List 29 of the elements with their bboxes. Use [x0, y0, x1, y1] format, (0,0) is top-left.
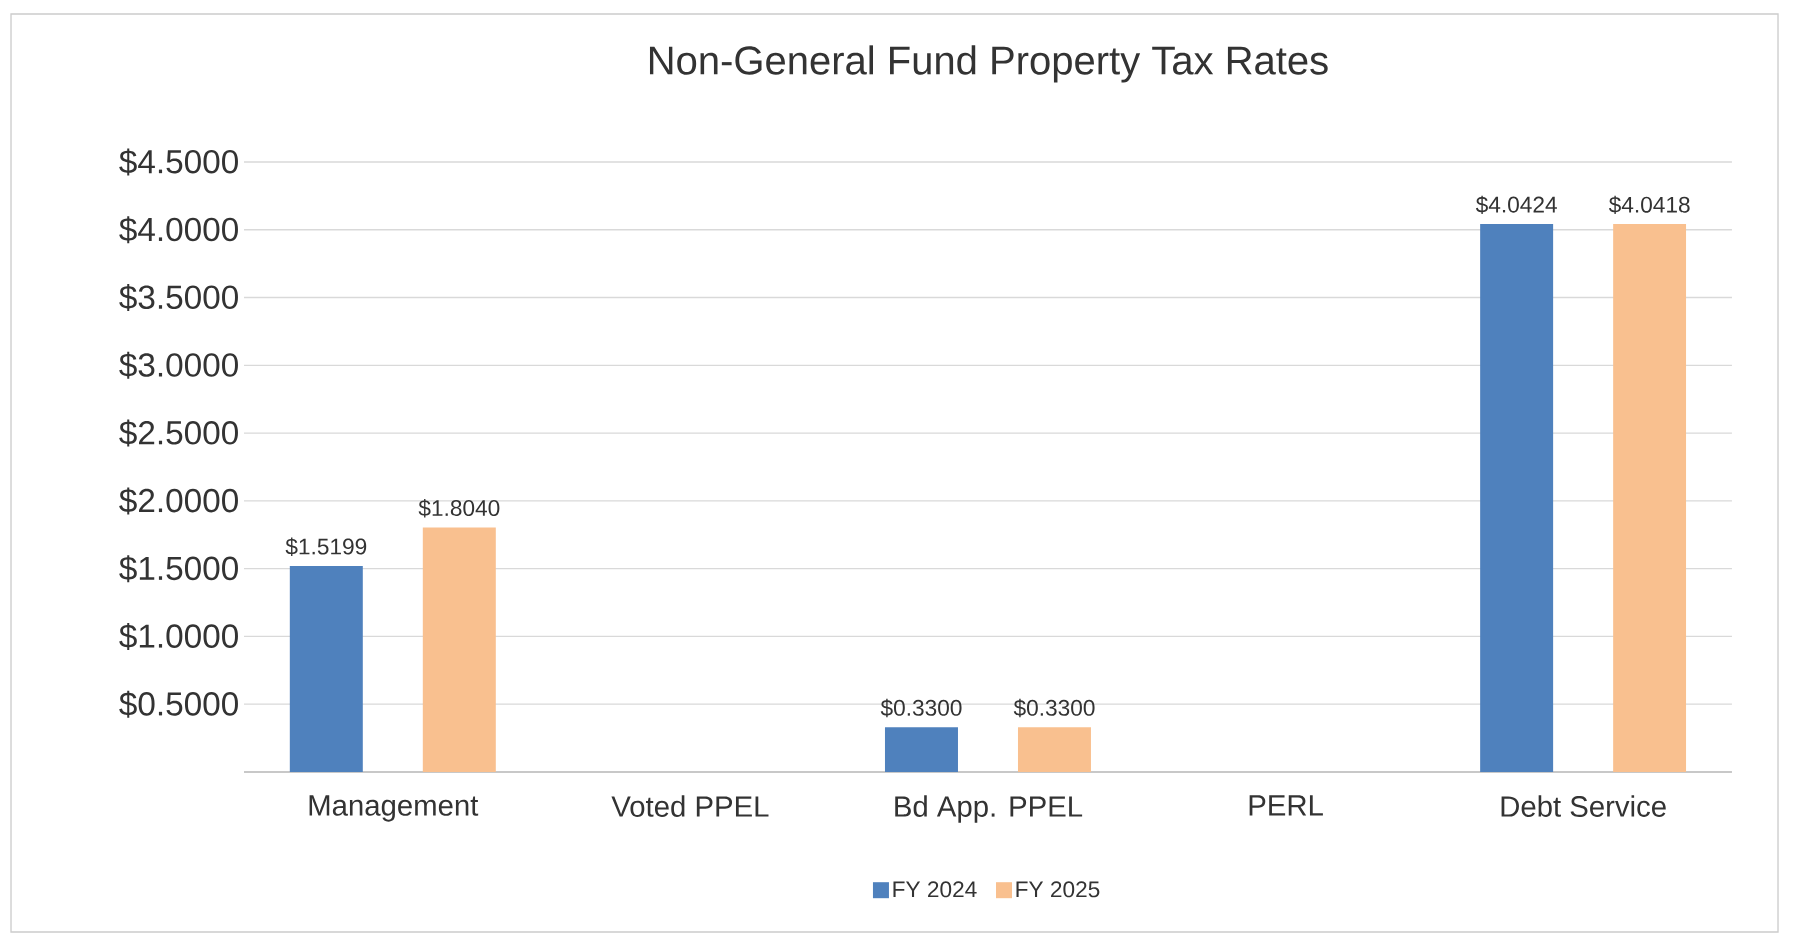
x-tick-label: PERL [1249, 795, 1323, 816]
x-tick-label: Bd App. PPEL [895, 795, 1083, 823]
x-tick-label: Voted PPEL [611, 795, 769, 817]
data-label: $4.0418 [1608, 195, 1690, 215]
data-label: $1.8040 [418, 499, 500, 518]
data-label: $0.3300 [880, 698, 962, 718]
x-tick-label: Debt Service [1501, 795, 1666, 817]
y-tick-label: $1.5000 [119, 555, 238, 583]
legend-label: FY 2024 [893, 881, 977, 898]
data-label: $4.0424 [1475, 195, 1557, 214]
y-tick-label: $3.0000 [119, 351, 238, 379]
x-tick-label: Management [309, 795, 479, 822]
bar [1017, 727, 1091, 772]
bar [422, 527, 496, 772]
bar [1480, 224, 1554, 772]
bar [289, 565, 363, 772]
bar [884, 727, 958, 772]
chart-title: Non-General Fund Property Tax Rates [649, 45, 1328, 83]
y-tick-label: $1.0000 [119, 622, 238, 650]
y-tick-label: $2.0000 [119, 487, 238, 515]
data-label: $0.3300 [1013, 698, 1095, 718]
bar [1613, 224, 1687, 772]
data-label: $1.5199 [285, 537, 367, 556]
legend-label: FY 2025 [1016, 881, 1100, 898]
y-tick-label: $4.0000 [119, 216, 238, 244]
y-tick-label: $3.5000 [119, 284, 238, 312]
y-tick-label: $4.5000 [119, 148, 238, 176]
y-tick-label: $2.5000 [119, 419, 238, 447]
y-tick-label: $0.5000 [119, 690, 238, 718]
